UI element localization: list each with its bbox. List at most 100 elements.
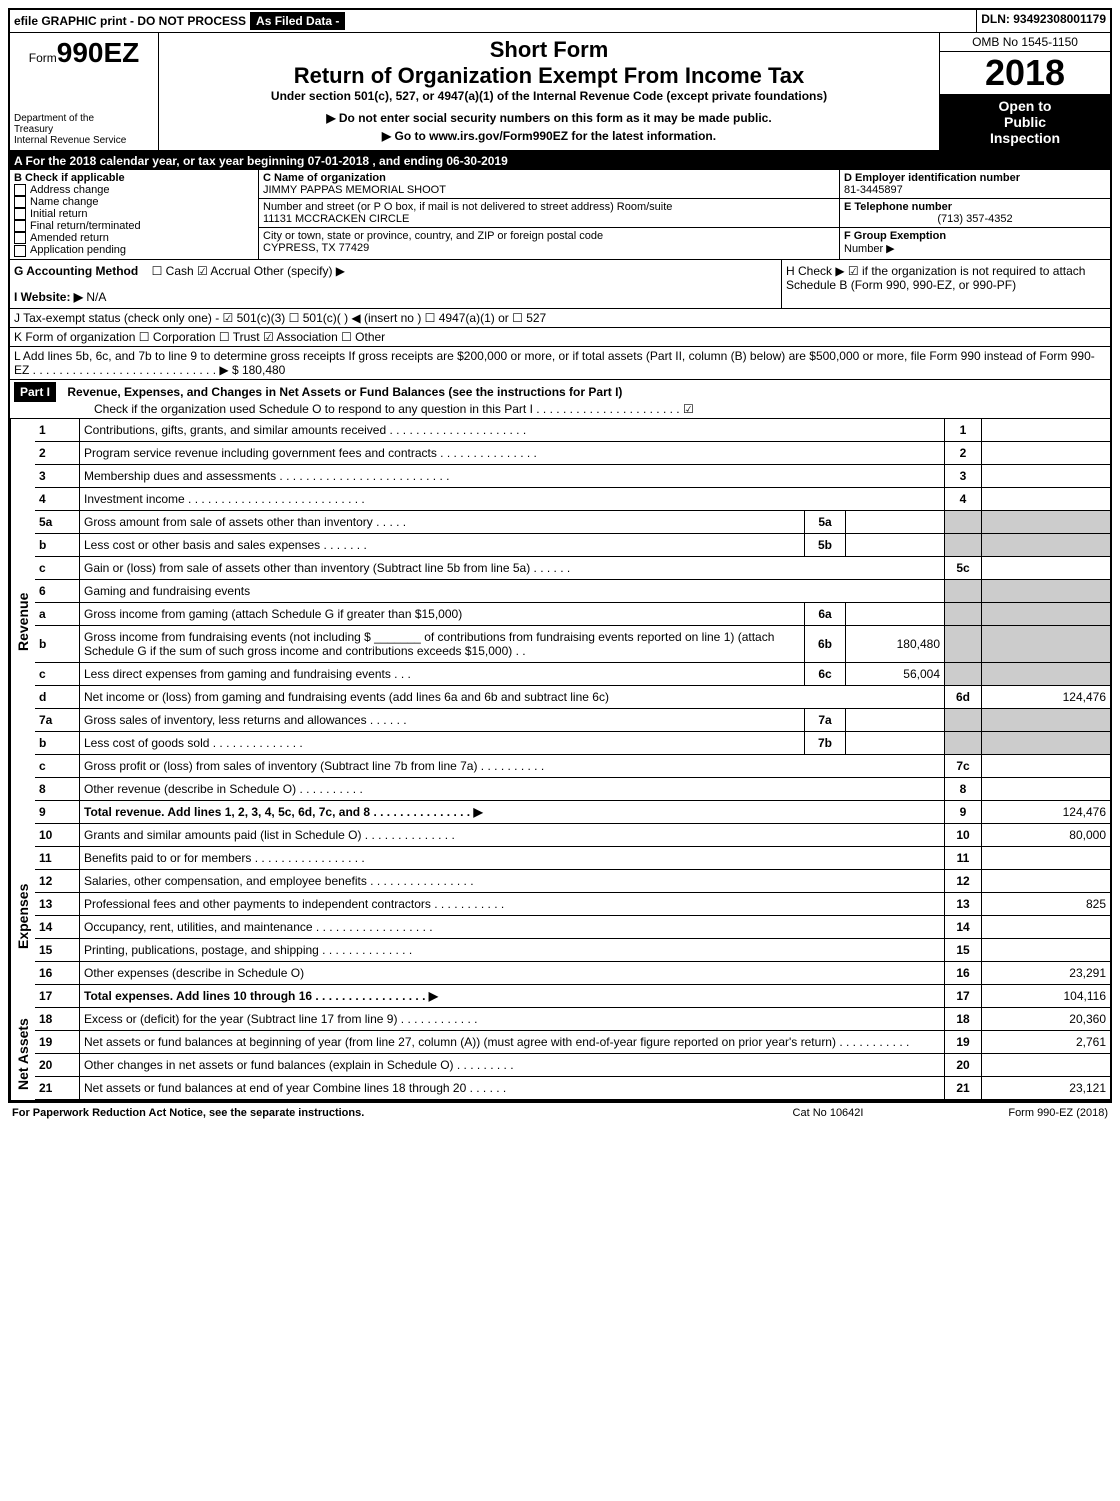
- sub-line-number: 6c: [804, 663, 845, 685]
- sub-line-value: [845, 732, 944, 754]
- warn-1: ▶ Do not enter social security numbers o…: [163, 111, 935, 125]
- table-row: 1Contributions, gifts, grants, and simil…: [35, 419, 1110, 442]
- header-mid: Short Form Return of Organization Exempt…: [159, 33, 940, 150]
- line-number: 1: [35, 419, 80, 441]
- right-value: [981, 847, 1110, 869]
- table-row: 6Gaming and fundraising events: [35, 580, 1110, 603]
- form-container: efile GRAPHIC print - DO NOT PROCESS As …: [8, 8, 1112, 1102]
- line-number: 13: [35, 893, 80, 915]
- right-number: 18: [944, 1008, 981, 1030]
- form-number: Form990EZ: [14, 37, 154, 69]
- subtitle: Under section 501(c), 527, or 4947(a)(1)…: [163, 89, 935, 103]
- footer-mid: Cat No 10642I: [728, 1107, 928, 1119]
- d-label: D Employer identification number: [844, 172, 1106, 184]
- line-number: b: [35, 732, 80, 754]
- sub-line-number: 6b: [804, 626, 845, 662]
- short-form: Short Form: [163, 37, 935, 63]
- dept-2: Treasury: [14, 124, 154, 135]
- part-1-sub: Check if the organization used Schedule …: [94, 402, 1106, 416]
- table-row: 2Program service revenue including gover…: [35, 442, 1110, 465]
- line-description: Net assets or fund balances at end of ye…: [80, 1077, 944, 1099]
- line-description: Excess or (deficit) for the year (Subtra…: [80, 1008, 944, 1030]
- line-number: 9: [35, 801, 80, 823]
- header-right: OMB No 1545-1150 2018 Open to Public Ins…: [940, 33, 1110, 150]
- b-item-label-0: Address change: [30, 184, 110, 196]
- checkbox-icon[interactable]: [14, 220, 26, 232]
- l-text: L Add lines 5b, 6c, and 7b to line 9 to …: [14, 349, 1095, 377]
- line-description: Gain or (loss) from sale of assets other…: [80, 557, 944, 579]
- footer-left: For Paperwork Reduction Act Notice, see …: [12, 1107, 728, 1119]
- table-row: 10Grants and similar amounts paid (list …: [35, 824, 1110, 847]
- checkbox-icon[interactable]: [14, 232, 26, 244]
- table-row: bLess cost or other basis and sales expe…: [35, 534, 1110, 557]
- footer-right: Form 990-EZ (2018): [928, 1107, 1108, 1119]
- expenses-section: Expenses 10Grants and similar amounts pa…: [10, 824, 1110, 1008]
- table-row: 16Other expenses (describe in Schedule O…: [35, 962, 1110, 985]
- b-item-0: Address change: [14, 184, 254, 196]
- line-description: Printing, publications, postage, and shi…: [80, 939, 944, 961]
- netassets-label: Net Assets: [10, 1008, 35, 1100]
- right-number: 19: [944, 1031, 981, 1053]
- right-number-shaded: [944, 511, 981, 533]
- line-description: Investment income . . . . . . . . . . . …: [80, 488, 944, 510]
- right-number: 21: [944, 1077, 981, 1099]
- right-value: 124,476: [981, 801, 1110, 823]
- right-number-shaded: [944, 580, 981, 602]
- addr-label: Number and street (or P O box, if mail i…: [263, 201, 835, 213]
- table-row: 8Other revenue (describe in Schedule O) …: [35, 778, 1110, 801]
- b-item-label-4: Amended return: [30, 232, 109, 244]
- city-label: City or town, state or province, country…: [263, 230, 835, 242]
- f-label2: Number ▶: [844, 242, 1106, 255]
- line-number: c: [35, 557, 80, 579]
- right-value: 104,116: [981, 985, 1110, 1007]
- right-value: [981, 1054, 1110, 1076]
- line-number: 8: [35, 778, 80, 800]
- right-number-shaded: [944, 626, 981, 662]
- line-description: Salaries, other compensation, and employ…: [80, 870, 944, 892]
- table-row: 19Net assets or fund balances at beginni…: [35, 1031, 1110, 1054]
- right-number-shaded: [944, 534, 981, 556]
- right-value-shaded: [981, 603, 1110, 625]
- right-value: [981, 442, 1110, 464]
- e-row: E Telephone number (713) 357-4352: [840, 199, 1110, 228]
- right-value: 80,000: [981, 824, 1110, 846]
- sub-line-number: 6a: [804, 603, 845, 625]
- checkbox-icon[interactable]: [14, 208, 26, 220]
- table-row: 11Benefits paid to or for members . . . …: [35, 847, 1110, 870]
- l-value: $ 180,480: [232, 363, 285, 377]
- sub-line-value: [845, 534, 944, 556]
- dln: DLN: 93492308001179: [976, 10, 1110, 32]
- line-number: 15: [35, 939, 80, 961]
- right-number: 3: [944, 465, 981, 487]
- sub-line-value: 180,480: [845, 626, 944, 662]
- line-description: Less cost or other basis and sales expen…: [80, 534, 804, 556]
- right-number: 1: [944, 419, 981, 441]
- right-value-shaded: [981, 732, 1110, 754]
- right-number: 8: [944, 778, 981, 800]
- table-row: dNet income or (loss) from gaming and fu…: [35, 686, 1110, 709]
- l-row: L Add lines 5b, 6c, and 7b to line 9 to …: [10, 347, 1110, 380]
- checkbox-icon[interactable]: [14, 184, 26, 196]
- checkbox-icon[interactable]: [14, 196, 26, 208]
- part-1-title: Revenue, Expenses, and Changes in Net As…: [67, 385, 622, 399]
- dept-1: Department of the: [14, 113, 154, 124]
- line-number: 3: [35, 465, 80, 487]
- table-row: 18Excess or (deficit) for the year (Subt…: [35, 1008, 1110, 1031]
- right-value-shaded: [981, 663, 1110, 685]
- addr-row: Number and street (or P O box, if mail i…: [259, 199, 839, 228]
- right-number: 2: [944, 442, 981, 464]
- right-number: 12: [944, 870, 981, 892]
- right-value: 124,476: [981, 686, 1110, 708]
- header: Form990EZ Department of the Treasury Int…: [10, 33, 1110, 152]
- sub-line-number: 5b: [804, 534, 845, 556]
- right-value: 20,360: [981, 1008, 1110, 1030]
- line-description: Other revenue (describe in Schedule O) .…: [80, 778, 944, 800]
- table-row: 5aGross amount from sale of assets other…: [35, 511, 1110, 534]
- checkbox-icon[interactable]: [14, 245, 26, 257]
- table-row: 4Investment income . . . . . . . . . . .…: [35, 488, 1110, 511]
- expenses-rows: 10Grants and similar amounts paid (list …: [35, 824, 1110, 1008]
- sub-line-value: 56,004: [845, 663, 944, 685]
- table-row: bGross income from fundraising events (n…: [35, 626, 1110, 663]
- right-number: 13: [944, 893, 981, 915]
- right-number: 7c: [944, 755, 981, 777]
